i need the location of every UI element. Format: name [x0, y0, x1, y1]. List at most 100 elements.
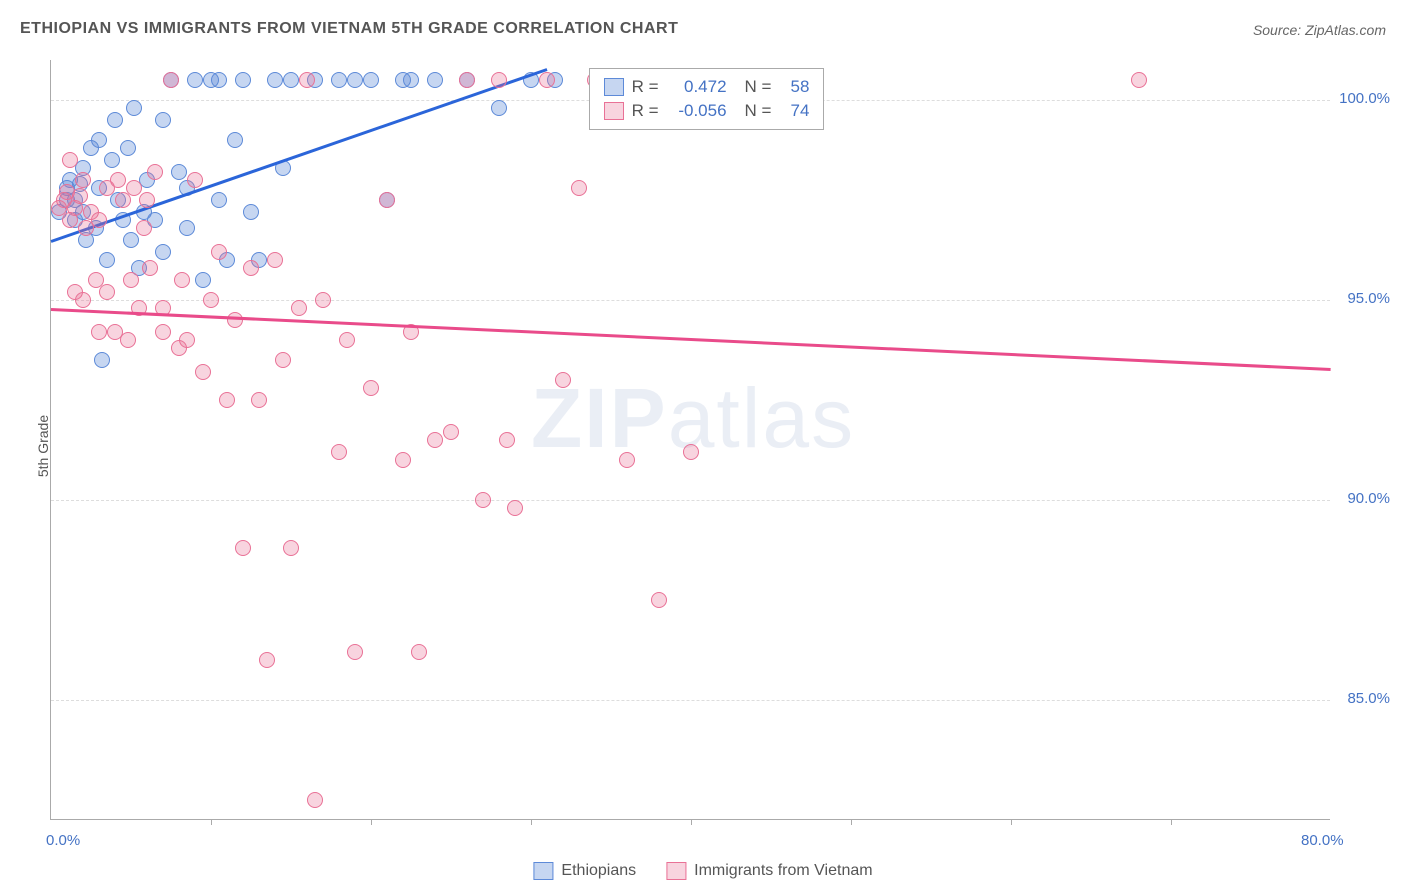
- x-tick-label: 80.0%: [1301, 832, 1344, 849]
- scatter-point: [211, 192, 227, 208]
- scatter-point: [147, 164, 163, 180]
- scatter-point: [120, 140, 136, 156]
- scatter-point: [379, 192, 395, 208]
- scatter-point: [136, 220, 152, 236]
- legend-label: Ethiopians: [561, 862, 636, 880]
- scatter-point: [307, 792, 323, 808]
- scatter-point: [99, 252, 115, 268]
- x-tick-mark: [691, 819, 692, 825]
- bottom-legend: Ethiopians Immigrants from Vietnam: [533, 862, 872, 880]
- gridline: [51, 500, 1330, 501]
- source-attribution: Source: ZipAtlas.com: [1253, 22, 1386, 38]
- stats-legend: R =0.472N =58R =-0.056N =74: [589, 68, 825, 130]
- scatter-point: [267, 72, 283, 88]
- y-axis-label: 5th Grade: [35, 415, 51, 477]
- scatter-point: [619, 452, 635, 468]
- scatter-point: [459, 72, 475, 88]
- gridline: [51, 700, 1330, 701]
- scatter-point: [104, 152, 120, 168]
- x-tick-label: 0.0%: [46, 832, 80, 849]
- scatter-point: [1131, 72, 1147, 88]
- legend-swatch: [666, 862, 686, 880]
- x-tick-mark: [371, 819, 372, 825]
- legend-item: Ethiopians: [533, 862, 636, 880]
- scatter-point: [251, 392, 267, 408]
- x-tick-mark: [851, 819, 852, 825]
- chart-title: ETHIOPIAN VS IMMIGRANTS FROM VIETNAM 5TH…: [20, 20, 678, 38]
- scatter-point: [126, 180, 142, 196]
- scatter-point: [72, 188, 88, 204]
- scatter-point: [155, 244, 171, 260]
- trendline: [51, 308, 1331, 371]
- stats-row: R =-0.056N =74: [604, 99, 810, 123]
- y-tick-label: 100.0%: [1339, 90, 1390, 107]
- scatter-point: [235, 72, 251, 88]
- scatter-point: [443, 424, 459, 440]
- x-tick-mark: [211, 819, 212, 825]
- y-tick-label: 90.0%: [1347, 490, 1390, 507]
- scatter-point: [142, 260, 158, 276]
- legend-swatch: [533, 862, 553, 880]
- scatter-point: [179, 220, 195, 236]
- scatter-point: [299, 72, 315, 88]
- scatter-point: [331, 444, 347, 460]
- scatter-point: [331, 72, 347, 88]
- scatter-point: [187, 172, 203, 188]
- scatter-point: [411, 644, 427, 660]
- stats-r-value: 0.472: [667, 77, 727, 97]
- scatter-point: [571, 180, 587, 196]
- x-tick-mark: [1011, 819, 1012, 825]
- scatter-point: [267, 252, 283, 268]
- scatter-point: [347, 644, 363, 660]
- scatter-point: [507, 500, 523, 516]
- scatter-point: [219, 392, 235, 408]
- scatter-point: [683, 444, 699, 460]
- legend-label: Immigrants from Vietnam: [694, 862, 872, 880]
- scatter-point: [651, 592, 667, 608]
- scatter-point: [339, 332, 355, 348]
- plot-area: 85.0%90.0%95.0%100.0%0.0%80.0%ZIPatlasR …: [50, 60, 1330, 820]
- scatter-point: [243, 260, 259, 276]
- scatter-point: [174, 272, 190, 288]
- stats-row: R =0.472N =58: [604, 75, 810, 99]
- scatter-point: [539, 72, 555, 88]
- scatter-point: [91, 132, 107, 148]
- scatter-point: [243, 204, 259, 220]
- scatter-point: [155, 112, 171, 128]
- y-tick-label: 95.0%: [1347, 290, 1390, 307]
- scatter-point: [283, 72, 299, 88]
- scatter-point: [427, 432, 443, 448]
- scatter-point: [363, 380, 379, 396]
- scatter-point: [491, 100, 507, 116]
- scatter-point: [211, 244, 227, 260]
- y-tick-label: 85.0%: [1347, 690, 1390, 707]
- scatter-point: [195, 272, 211, 288]
- scatter-point: [107, 112, 123, 128]
- x-tick-mark: [1171, 819, 1172, 825]
- stats-r-label: R =: [632, 101, 659, 121]
- scatter-point: [475, 492, 491, 508]
- stats-n-label: N =: [745, 77, 772, 97]
- stats-r-value: -0.056: [667, 101, 727, 121]
- legend-item: Immigrants from Vietnam: [666, 862, 872, 880]
- scatter-point: [275, 352, 291, 368]
- gridline: [51, 300, 1330, 301]
- scatter-point: [555, 372, 571, 388]
- scatter-point: [211, 72, 227, 88]
- scatter-point: [126, 100, 142, 116]
- scatter-point: [491, 72, 507, 88]
- scatter-point: [291, 300, 307, 316]
- scatter-point: [163, 72, 179, 88]
- scatter-point: [363, 72, 379, 88]
- scatter-point: [283, 540, 299, 556]
- scatter-point: [91, 324, 107, 340]
- scatter-point: [235, 540, 251, 556]
- scatter-point: [427, 72, 443, 88]
- scatter-point: [227, 312, 243, 328]
- scatter-point: [139, 192, 155, 208]
- stats-n-value: 58: [779, 77, 809, 97]
- scatter-point: [195, 364, 211, 380]
- stats-n-label: N =: [745, 101, 772, 121]
- scatter-point: [403, 72, 419, 88]
- scatter-point: [259, 652, 275, 668]
